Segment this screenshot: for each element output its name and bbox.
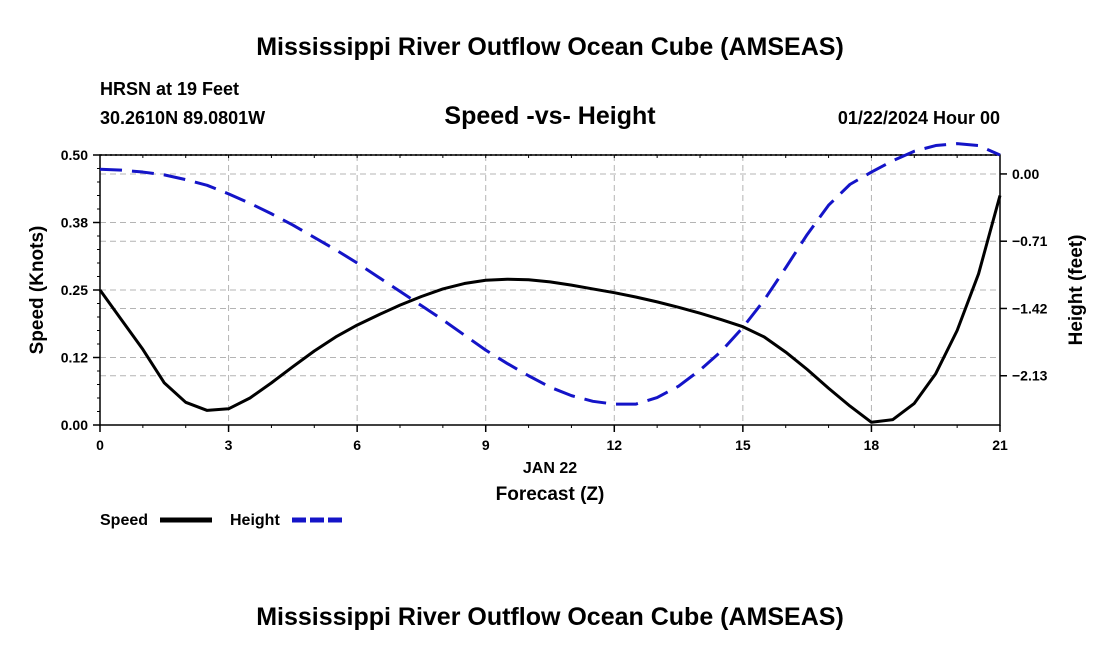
station-label: HRSN at 19 Feet xyxy=(100,79,239,99)
y-right-tick-label: −2.13 xyxy=(1012,368,1048,384)
x-tick-label: 18 xyxy=(864,437,880,453)
legend-height-label: Height xyxy=(230,512,280,529)
x-tick-label: 3 xyxy=(225,437,233,453)
y-left-tick-label: 0.38 xyxy=(61,215,88,231)
datetime-label: 01/22/2024 Hour 00 xyxy=(838,108,1000,128)
legend: Speed Height xyxy=(100,512,342,529)
y-right-axis-label: Height (feet) xyxy=(1066,235,1087,346)
y-left-axis-label: Speed (Knots) xyxy=(27,226,48,355)
y-left-tick-label: 0.50 xyxy=(61,147,88,163)
x-tick-label: 9 xyxy=(482,437,490,453)
y-right-tick-label: 0.00 xyxy=(1012,166,1039,182)
y-left-tick-label: 0.00 xyxy=(61,417,88,433)
y-right-tick-label: −1.42 xyxy=(1012,300,1048,316)
x-tick-label: 0 xyxy=(96,437,104,453)
y-left-tick-label: 0.25 xyxy=(61,282,88,298)
series-line-height xyxy=(99,142,1001,406)
plot-area: 0 3 6 9 12 15 18 21 0.00 0.12 0.25 0.38 0.50 0.00 −0.7… xyxy=(61,142,1048,453)
series-line-speed xyxy=(98,195,1002,424)
y-left-tick-label: 0.12 xyxy=(61,350,88,366)
series-group xyxy=(98,142,1002,424)
location-label: 30.2610N 89.0801W xyxy=(100,108,265,128)
legend-speed-label: Speed xyxy=(100,512,148,529)
axis-ticks: 0 3 6 9 12 15 18 21 0.00 0.12 0.25 0.38 0.50 0.00 −0.7… xyxy=(61,147,1048,453)
x-tick-label: 15 xyxy=(735,437,751,453)
x-axis-label: Forecast (Z) xyxy=(496,484,605,505)
footer-title: Mississippi River Outflow Ocean Cube (AM… xyxy=(256,603,844,631)
grid-lines xyxy=(100,155,1000,425)
chart-title: Mississippi River Outflow Ocean Cube (AM… xyxy=(256,33,844,61)
x-date-label: JAN 22 xyxy=(523,460,577,477)
y-right-tick-label: −0.71 xyxy=(1012,233,1048,249)
x-tick-label: 12 xyxy=(606,437,622,453)
x-tick-label: 6 xyxy=(353,437,361,453)
chart-subtitle: Speed -vs- Height xyxy=(444,102,656,130)
x-tick-label: 21 xyxy=(992,437,1008,453)
